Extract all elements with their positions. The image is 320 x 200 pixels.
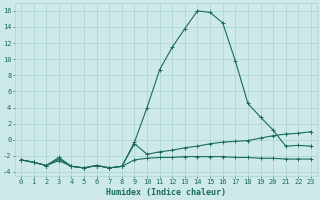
X-axis label: Humidex (Indice chaleur): Humidex (Indice chaleur): [106, 188, 226, 197]
